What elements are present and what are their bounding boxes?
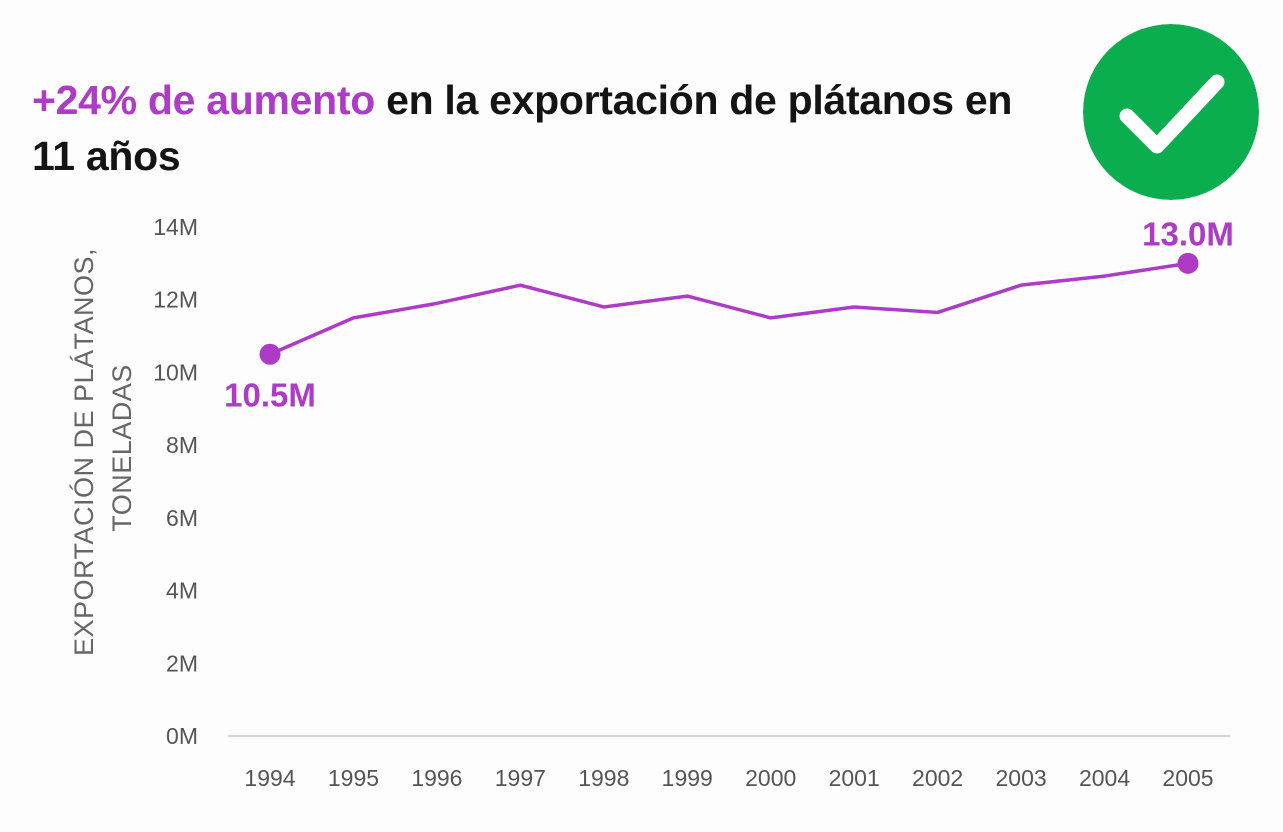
y-axis-label-line2: TONELADAS xyxy=(107,364,137,532)
series-layer xyxy=(259,252,1199,365)
chart-title: +24% de aumento en la exportación de plá… xyxy=(32,72,1032,184)
success-badge xyxy=(1083,24,1259,200)
x-tick-label: 2000 xyxy=(745,765,796,791)
y-tick-label: 8M xyxy=(166,432,198,458)
y-axis-ticks: 0M 2M 4M 6M 8M 10M 12M 14M xyxy=(153,214,198,749)
x-tick-label: 1995 xyxy=(328,765,379,791)
title-highlight: +24% de aumento xyxy=(32,77,375,123)
x-tick-label: 1998 xyxy=(578,765,629,791)
data-label: 13.0M xyxy=(1142,215,1234,252)
x-tick-label: 2003 xyxy=(996,765,1047,791)
check-icon xyxy=(1119,74,1225,154)
y-tick-label: 12M xyxy=(153,287,198,313)
y-axis-label-line1: EXPORTACIÓN DE PLÁTANOS, xyxy=(68,248,99,656)
data-labels: 10.5M 13.0M xyxy=(224,215,1234,413)
data-point-marker xyxy=(1177,252,1199,274)
x-tick-label: 1994 xyxy=(244,765,295,791)
x-tick-label: 1999 xyxy=(662,765,713,791)
x-tick-label: 2001 xyxy=(829,765,880,791)
x-tick-label: 2004 xyxy=(1079,765,1130,791)
y-tick-label: 14M xyxy=(153,214,198,240)
x-axis-ticks: 1994 1995 1996 1997 1998 1999 2000 2001 2002 2003… xyxy=(244,765,1213,791)
x-tick-label: 2002 xyxy=(912,765,963,791)
y-tick-label: 4M xyxy=(166,578,198,604)
badge-circle xyxy=(1083,24,1259,200)
x-tick-label: 1996 xyxy=(411,765,462,791)
x-tick-label: 1997 xyxy=(495,765,546,791)
title-rest: en la exportación de plátanos en 11 años xyxy=(32,77,1013,179)
y-tick-label: 0M xyxy=(166,723,198,749)
y-tick-label: 2M xyxy=(166,650,198,676)
y-axis-label: EXPORTACIÓN DE PLÁTANOS, TONELADAS xyxy=(68,240,137,656)
y-tick-label: 10M xyxy=(153,359,198,385)
data-label: 10.5M xyxy=(224,376,316,413)
data-point-marker xyxy=(259,343,281,365)
y-tick-label: 6M xyxy=(166,505,198,531)
x-tick-label: 2005 xyxy=(1162,765,1213,791)
series-line xyxy=(268,261,1190,356)
